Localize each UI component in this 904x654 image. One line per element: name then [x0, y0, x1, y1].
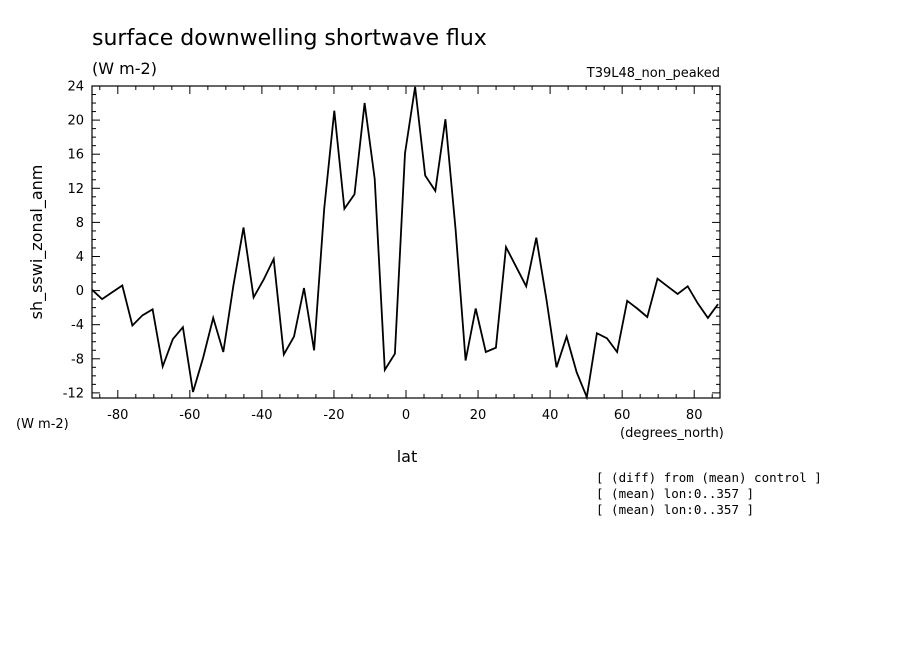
- x-axis: -80 -60 -40 -20 0 20 40 60 80: [99, 86, 713, 423]
- y-tick-label: 4: [76, 250, 84, 265]
- y-tick-label: -4: [71, 318, 84, 333]
- y-tick-label: 16: [67, 148, 84, 163]
- x-tick-label: -20: [323, 408, 344, 423]
- x-tick-label: -60: [179, 408, 200, 423]
- y-tick-label: -8: [71, 352, 84, 367]
- y-axis-label: sh_sswi_zonal_anm: [27, 165, 47, 320]
- x-tick-label: 0: [402, 408, 410, 423]
- x-tick-label: -40: [251, 408, 272, 423]
- x-tick-label: -80: [107, 408, 128, 423]
- note-line-1: [ (diff) from (mean) control ]: [596, 470, 822, 485]
- y-tick-label: 20: [67, 114, 84, 129]
- series-group: [91, 86, 719, 401]
- note-line-3: [ (mean) lon:0..357 ]: [596, 502, 754, 517]
- run-label: T39L48_non_peaked: [586, 66, 720, 81]
- chart-title: surface downwelling shortwave flux: [92, 26, 487, 51]
- y-tick-label: 24: [67, 80, 84, 95]
- x-tick-label: 80: [686, 408, 703, 423]
- y-axis: -12 -8 -4 0 4 8 12 16 20 24: [63, 80, 720, 401]
- y-tick-label: 8: [76, 216, 84, 231]
- y-tick-label: 0: [76, 284, 84, 299]
- series-line: [91, 86, 719, 401]
- x-tick-label: 40: [542, 408, 559, 423]
- chart-units: (W m-2): [92, 59, 157, 78]
- x-tick-label: 20: [470, 408, 487, 423]
- x-axis-units: (degrees_north): [620, 426, 724, 441]
- x-tick-label: 60: [614, 408, 631, 423]
- y-tick-label: 12: [67, 182, 84, 197]
- y-tick-label: -12: [63, 386, 84, 401]
- x-axis-label: lat: [397, 447, 418, 466]
- y-axis-units: (W m-2): [16, 417, 69, 432]
- note-line-2: [ (mean) lon:0..357 ]: [596, 486, 754, 501]
